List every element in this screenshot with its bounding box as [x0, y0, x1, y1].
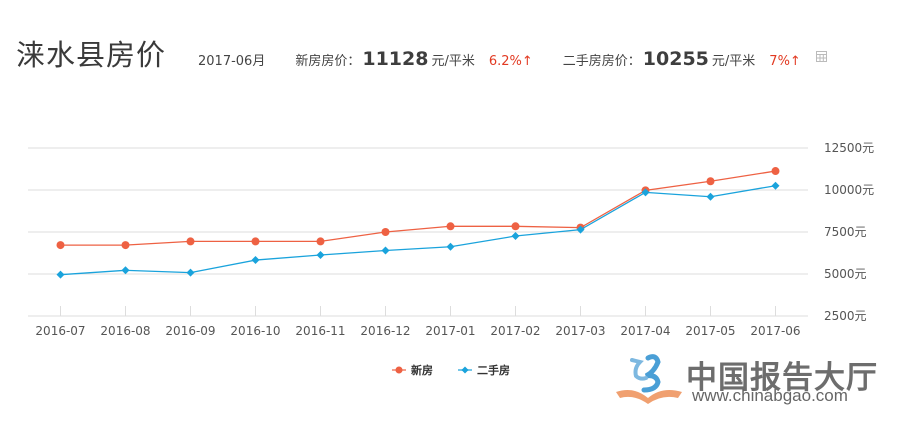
data-point[interactable]: [56, 270, 65, 279]
data-point[interactable]: [381, 228, 390, 236]
chart-legend[interactable]: 新房 二手房: [392, 363, 510, 377]
data-point[interactable]: [316, 251, 325, 260]
y-tick-label: 12500元: [824, 141, 874, 155]
data-point[interactable]: [706, 192, 715, 201]
chart-gridlines: [28, 147, 808, 317]
data-point[interactable]: [381, 246, 390, 255]
x-tick-label: 2017-05: [685, 324, 735, 338]
y-axis: 2500元 5000元 7500元 10000元 12500元: [824, 141, 874, 323]
data-point[interactable]: [251, 256, 260, 265]
x-tick-label: 2016-08: [100, 324, 150, 338]
book-logo-icon: [616, 354, 682, 404]
data-point[interactable]: [186, 237, 195, 246]
data-point[interactable]: [511, 232, 520, 241]
legend-item-new-house[interactable]: 新房: [392, 363, 433, 377]
new-price-value: 11128: [362, 48, 429, 70]
x-tick-label: 2016-10: [230, 324, 280, 338]
x-tick-label: 2017-06: [750, 324, 800, 338]
price-header: 涞水县房价 2017-06月 新房房价： 11128 元/平米 6.2%↑ 二手…: [16, 32, 801, 72]
page-title: 涞水县房价: [16, 38, 167, 72]
data-point[interactable]: [771, 167, 780, 176]
data-point[interactable]: [771, 181, 780, 190]
new-price-change: 6.2%↑: [488, 54, 533, 69]
data-point[interactable]: [446, 242, 455, 251]
series-new-house: [56, 167, 780, 250]
x-tick-label: 2016-09: [165, 324, 215, 338]
x-tick-label: 2016-12: [360, 324, 410, 338]
chinabgao-logo: 中国报告大厅 www.chinabgao.com: [612, 350, 892, 410]
x-tick-label: 2017-03: [555, 324, 605, 338]
x-tick-label: 2017-02: [490, 324, 540, 338]
data-point[interactable]: [576, 225, 585, 234]
table-grid-icon[interactable]: [816, 51, 827, 62]
used-price-value: 10255: [642, 48, 709, 70]
y-tick-label: 2500元: [824, 309, 867, 323]
data-point[interactable]: [121, 266, 130, 275]
x-tick-label: 2017-04: [620, 324, 670, 338]
data-point[interactable]: [641, 188, 650, 197]
data-point[interactable]: [186, 268, 195, 277]
legend-label: 新房: [411, 363, 433, 377]
series-second-hand: [56, 181, 780, 279]
x-tick-label: 2017-01: [425, 324, 475, 338]
data-point[interactable]: [251, 237, 260, 246]
data-point[interactable]: [706, 177, 715, 186]
logo-url: www.chinabgao.com: [692, 386, 848, 405]
used-price-label: 二手房房价：: [562, 54, 641, 69]
y-tick-label: 10000元: [824, 183, 874, 197]
legend-item-second-hand[interactable]: 二手房: [458, 363, 510, 377]
chart-series: [56, 167, 780, 279]
legend-label: 二手房: [477, 363, 510, 377]
data-point[interactable]: [511, 222, 520, 231]
used-price-unit: 元/平米: [711, 54, 756, 69]
used-price-change: 7%↑: [769, 54, 801, 69]
y-tick-label: 5000元: [824, 267, 867, 281]
x-tick-label: 2016-11: [295, 324, 345, 338]
data-point[interactable]: [446, 222, 455, 231]
report-date: 2017-06月: [198, 54, 266, 69]
logo-chinese-name: 中国报告大厅: [686, 360, 878, 396]
data-point[interactable]: [316, 237, 325, 246]
new-price-unit: 元/平米: [431, 54, 475, 69]
data-point[interactable]: [56, 241, 65, 250]
x-tick-label: 2016-07: [35, 324, 85, 338]
y-tick-label: 7500元: [824, 225, 867, 239]
data-point[interactable]: [121, 241, 130, 250]
new-price-label: 新房房价：: [295, 54, 361, 69]
x-axis: 2016-07 2016-08 2016-09 2016-10 2016-11 2016-…: [35, 306, 801, 338]
